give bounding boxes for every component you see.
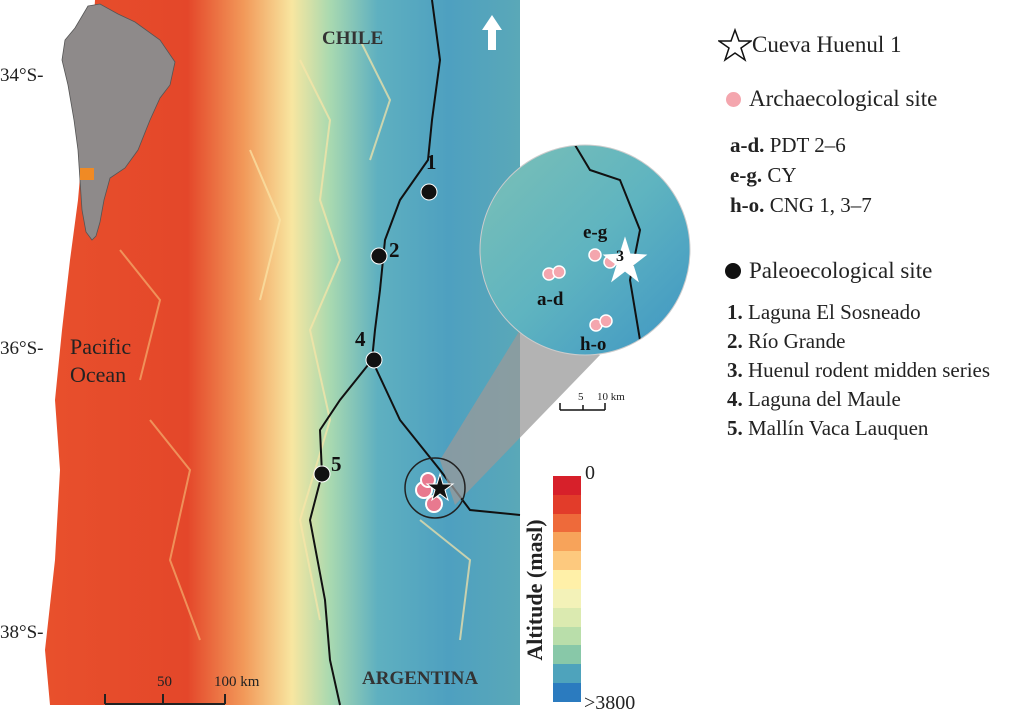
legend-arch-item: h-o. CNG 1, 3–7: [730, 193, 872, 217]
colorbar-segment-2: [553, 513, 581, 533]
colorbar-segment-8: [553, 626, 581, 646]
latitude-label-38: 38°S-: [0, 622, 44, 643]
study-area-sites: [415, 472, 455, 513]
scale-bar: [104, 694, 226, 705]
ocean-label: Pacific Ocean: [70, 333, 131, 389]
legend-paleo-item: 3. Huenul rodent midden series: [727, 358, 991, 382]
inset-star-icon: [602, 236, 648, 283]
black-dot-icon: [725, 263, 741, 279]
colorbar-segment-5: [553, 570, 581, 589]
paleoecological-sites: [313, 183, 438, 483]
colorbar-segment-1: [553, 494, 581, 514]
inset-label-ho: h-o: [580, 334, 607, 355]
legend-arch-item: a-d. PDT 2–6: [730, 133, 846, 157]
colorbar-segment-9: [553, 645, 581, 665]
valleys: [249, 39, 472, 641]
inset-scale-end: 10 km: [597, 391, 625, 403]
legend-arch-item: e-g. CY: [730, 163, 797, 187]
site-number-4: 4: [355, 327, 366, 351]
inset-label-eg: e-g: [583, 222, 608, 243]
country-argentina: ARGENTINA: [362, 668, 479, 689]
inset-scale-bar: [559, 403, 606, 411]
colorbar-segment-11: [553, 683, 581, 702]
legend-paleo-item: 2. Río Grande: [727, 329, 846, 353]
colorbar-segment-3: [553, 532, 581, 552]
cueva-huenul-star-icon: [425, 472, 455, 502]
legend-paleo-item: 1. Laguna El Sosneado: [727, 300, 921, 324]
legend-paleoecological: Paleoecological site: [725, 258, 932, 284]
international-border: [370, 0, 521, 516]
site-number-2: 2: [389, 238, 400, 262]
legend-archaeological: Archaecological site: [726, 86, 937, 112]
south-america-locator-map: [61, 3, 176, 241]
legend-paleo-item: 4. Laguna del Maule: [727, 387, 901, 411]
inset-scale-mid: 5: [578, 391, 584, 403]
international-border-south: [308, 359, 373, 706]
site-number-5: 5: [331, 452, 342, 476]
colorbar-segment-0: [553, 476, 581, 495]
altitude-colorbar: [553, 476, 581, 702]
legend-paleoecological-label: Paleoecological site: [749, 258, 933, 283]
legend-cave-label: Cueva Huenul 1: [752, 32, 902, 57]
colorbar-segment-6: [553, 588, 581, 608]
ocean-label-line2: Ocean: [70, 362, 127, 387]
colorbar-segment-10: [553, 664, 581, 684]
colorbar-segment-4: [553, 551, 581, 571]
colorbar-min-label: 0: [585, 462, 595, 484]
colorbar-max-label: >3800: [584, 692, 636, 714]
inset-map: [480, 145, 690, 355]
inset-label-3: 3: [616, 248, 624, 265]
land-area: [45, 0, 520, 705]
pink-dot-icon: [726, 91, 741, 107]
legend-paleo-item: 5. Mallín Vaca Lauquen: [727, 416, 929, 440]
latitude-label-36: 36°S-: [0, 338, 44, 359]
legend-cave: Cueva Huenul 1: [718, 28, 901, 62]
legend-arch-items: a-d. PDT 2–6 e-g. CY h-o. CNG 1, 3–7: [730, 130, 872, 220]
locator-marker: [80, 168, 94, 180]
ocean-label-line1: Pacific: [70, 334, 132, 359]
study-area-circle: [404, 457, 466, 519]
latitude-label-34: 34°S-: [0, 65, 44, 86]
inset-label-ad: a-d: [537, 289, 564, 310]
legend-paleo-items: 1. Laguna El Sosneado 2. Río Grande 3. H…: [727, 298, 990, 443]
colorbar-segment-7: [553, 607, 581, 627]
star-icon: [718, 28, 752, 62]
colorbar-title: Altitude (masl): [522, 519, 547, 661]
scale-label-mid: 50: [157, 674, 172, 690]
north-arrow-icon: [482, 15, 502, 50]
site-number-1: 1: [426, 150, 437, 174]
country-chile: CHILE: [322, 28, 384, 49]
inset-callout: [440, 330, 600, 505]
legend-archaeological-label: Archaecological site: [749, 86, 938, 111]
scale-label-end: 100 km: [214, 674, 260, 690]
